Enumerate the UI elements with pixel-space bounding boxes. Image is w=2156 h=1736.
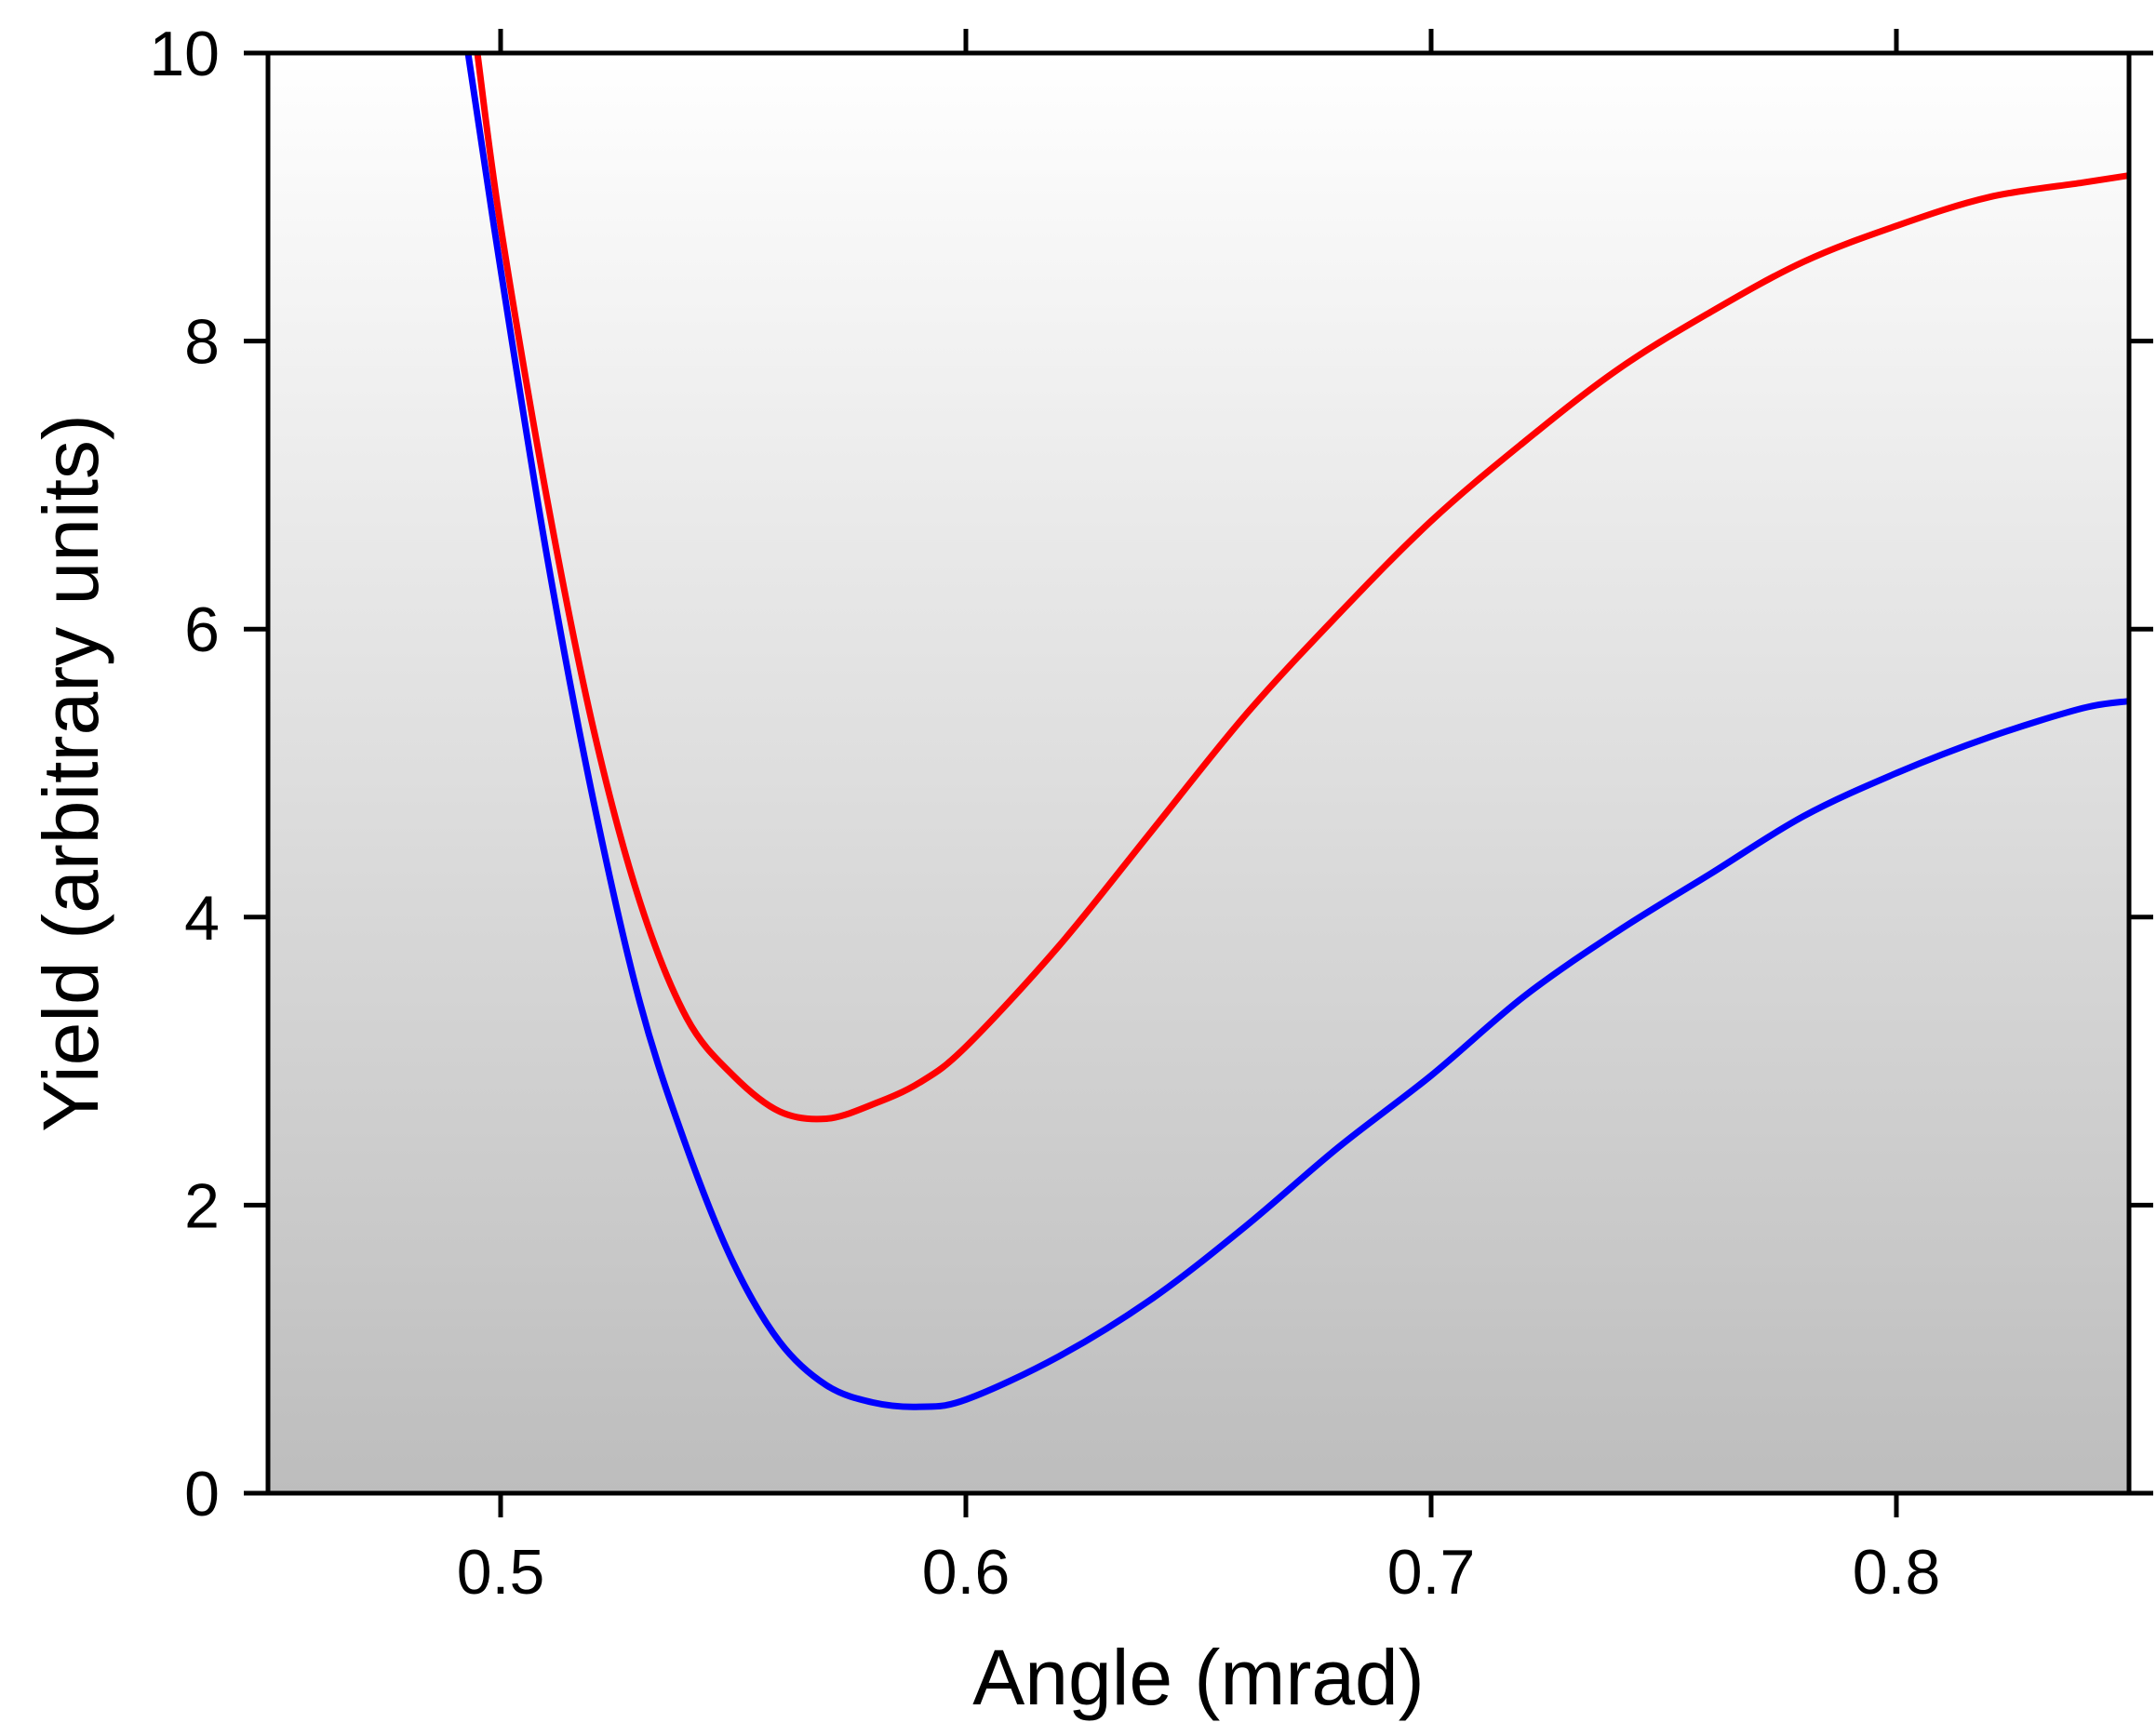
y-tick-label: 4 bbox=[184, 883, 220, 954]
y-tick-label: 10 bbox=[149, 19, 220, 89]
tick-label-layer: 0.5 0.6 0.7 0.8 0 2 4 6 8 10 bbox=[149, 19, 1940, 1608]
series-layer bbox=[464, 53, 2129, 1410]
x-tick-label: 0.5 bbox=[457, 1537, 545, 1608]
series-line-red bbox=[474, 53, 2129, 1123]
x-tick-label: 0.6 bbox=[922, 1537, 1011, 1608]
y-axis-title: Yield (arbitrary units) bbox=[27, 414, 114, 1132]
series-line-blue bbox=[464, 53, 2129, 1410]
plot-frame bbox=[265, 50, 2132, 1496]
x-tick-label: 0.7 bbox=[1387, 1537, 1476, 1608]
x-axis-title: Angle (mrad) bbox=[972, 1634, 1425, 1721]
y-tick-label: 6 bbox=[184, 594, 220, 665]
x-tick-label: 0.8 bbox=[1853, 1537, 1941, 1608]
tick-layer bbox=[244, 29, 2153, 1517]
y-tick-label: 8 bbox=[184, 307, 220, 378]
y-tick-label: 2 bbox=[184, 1170, 220, 1241]
y-tick-label: 0 bbox=[184, 1459, 220, 1529]
